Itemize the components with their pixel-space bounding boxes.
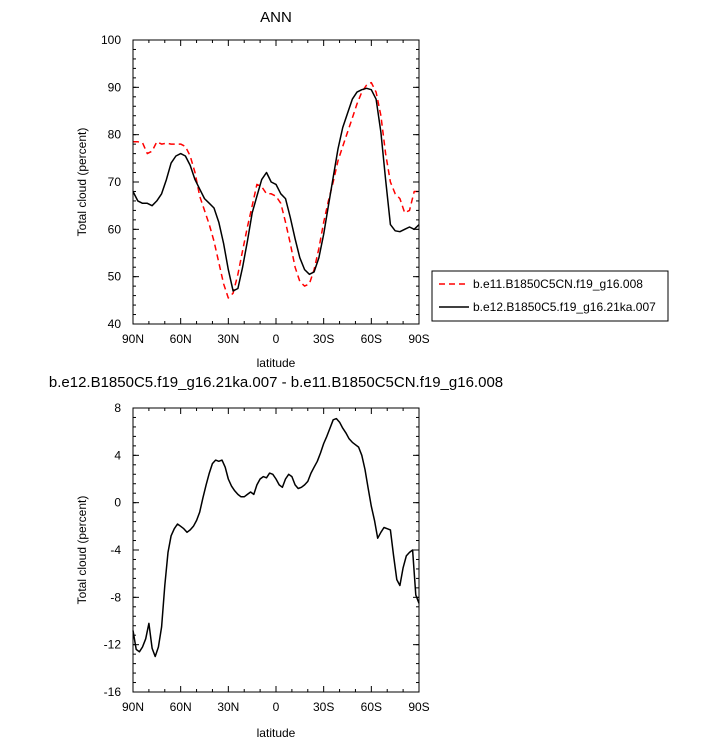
top-x-axis-ticks: 90N 60N 30N 0 30S 60S 90S <box>122 40 430 346</box>
top-x-tick-label: 60N <box>170 332 192 346</box>
bottom-x-tick-label: 30N <box>217 700 239 714</box>
bottom-y-tick-label: -4 <box>110 543 121 557</box>
top-x-tick-label: 60S <box>361 332 382 346</box>
top-y-tick-label: 80 <box>108 128 122 142</box>
top-y-tick-label: 90 <box>108 80 122 94</box>
top-plot-area <box>132 81 420 299</box>
legend-label-series-1: b.e11.B1850C5CN.f19_g16.008 <box>473 277 643 291</box>
bottom-x-axis-label: latitude <box>257 726 296 740</box>
bottom-plot-frame <box>132 407 420 693</box>
bottom-x-tick-label: 0 <box>273 700 280 714</box>
top-y-axis-ticks: 40 50 60 70 80 90 100 <box>101 33 419 331</box>
bottom-y-tick-label: -8 <box>110 590 121 604</box>
top-x-tick-label: 30N <box>217 332 239 346</box>
bottom-x-tick-label: 60S <box>361 700 382 714</box>
top-x-axis-label: latitude <box>257 356 296 370</box>
bottom-x-tick-label: 90S <box>408 700 429 714</box>
bottom-y-tick-label: -12 <box>104 638 122 652</box>
top-x-tick-label: 90S <box>408 332 429 346</box>
bottom-chart-title: b.e12.B1850C5.f19_g16.21ka.007 - b.e11.B… <box>49 374 503 391</box>
top-y-tick-label: 50 <box>108 270 122 284</box>
legend-box <box>431 270 669 322</box>
legend: b.e11.B1850C5CN.f19_g16.008 b.e12.B1850C… <box>431 270 669 322</box>
top-x-tick-label: 30S <box>313 332 334 346</box>
bottom-y-tick-label: -16 <box>104 685 122 699</box>
top-y-tick-label: 40 <box>108 317 122 331</box>
bottom-y-tick-label: 4 <box>114 448 121 462</box>
bottom-x-tick-label: 30S <box>313 700 334 714</box>
top-y-axis-label: Total cloud (percent) <box>75 128 89 237</box>
top-chart-title: ANN <box>260 9 292 26</box>
top-y-tick-label: 60 <box>108 222 122 236</box>
top-plot-frame <box>132 39 420 325</box>
bottom-x-tick-label: 60N <box>170 700 192 714</box>
top-series-line-2 <box>132 87 420 292</box>
bottom-series-line-1 <box>132 417 420 658</box>
bottom-y-tick-label: 8 <box>114 401 121 415</box>
top-x-tick-label: 0 <box>273 332 280 346</box>
top-x-tick-label: 90N <box>122 332 144 346</box>
legend-label-series-2: b.e12.B1850C5.f19_g16.21ka.007 <box>473 300 656 314</box>
bottom-y-axis-label: Total cloud (percent) <box>75 496 89 605</box>
bottom-plot-area <box>132 417 420 658</box>
bottom-x-tick-label: 90N <box>122 700 144 714</box>
top-chart-panel: ANN 90N 60N 30N 0 30S 60S 90S 405060708090100 … <box>75 9 669 370</box>
top-y-tick-label: 100 <box>101 33 121 47</box>
bottom-chart-panel: b.e12.B1850C5.f19_g16.21ka.007 - b.e11.B… <box>49 374 503 740</box>
bottom-x-axis-ticks: 90N 60N 30N 0 30S 60S 90S <box>122 408 430 714</box>
top-y-tick-label: 70 <box>108 175 122 189</box>
top-series-line-1 <box>133 81 419 299</box>
bottom-y-tick-label: 0 <box>114 496 121 510</box>
bottom-y-axis-ticks: -16 -12 -8 -4 0 4 8 <box>104 401 419 699</box>
